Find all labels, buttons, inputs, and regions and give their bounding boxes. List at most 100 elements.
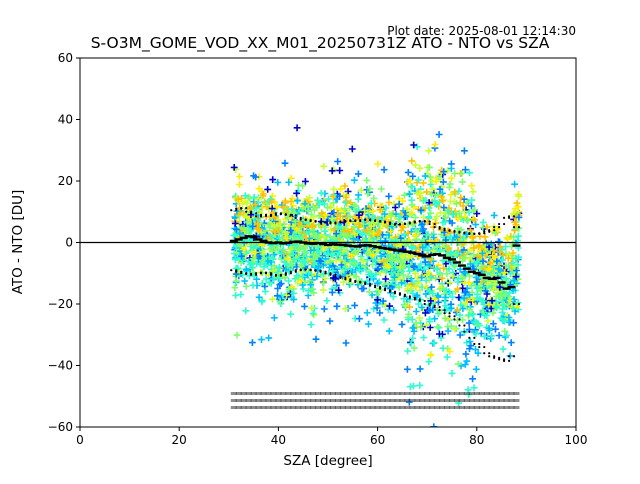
data-point [320,162,328,170]
upper-percentile-marker [334,221,337,224]
data-point [275,263,283,271]
data-point [233,226,240,233]
bin-count-glyph [414,406,421,409]
data-point [441,290,448,298]
data-point [469,188,477,196]
lower-percentile-marker [478,342,481,346]
data-point [275,226,282,234]
data-point [459,305,467,313]
data-point [504,235,512,243]
bin-count-glyph [235,406,242,409]
data-point [241,277,249,285]
data-point [332,230,340,238]
data-point [499,345,507,353]
data-point [410,219,418,227]
data-point [500,317,508,325]
data-point [366,185,374,193]
data-point [328,167,336,175]
data-point [395,200,403,208]
bin-count-glyph [434,399,441,402]
data-point [286,245,294,253]
bin-count-glyph [439,406,446,409]
median-marker [249,235,258,239]
upper-percentile-marker [448,229,451,232]
bin-count-glyph [310,406,317,409]
upper-percentile-marker [453,230,456,233]
data-point [465,319,473,327]
data-point [388,269,396,277]
data-point [320,305,328,313]
data-point [258,204,266,212]
data-point [425,269,433,276]
data-point [269,247,276,255]
data-point [491,254,499,261]
x-tick-label: 80 [469,433,484,447]
data-point [365,320,372,328]
data-point [315,201,323,208]
lower-percentile-marker [349,278,352,281]
upper-percentile-marker [458,231,461,234]
data-point [471,206,478,214]
data-point [436,270,444,278]
data-point [370,305,378,313]
bin-count-glyph [439,399,446,402]
data-point [454,360,462,368]
data-point [446,180,454,188]
upper-percentile-marker [364,218,367,221]
data-point [287,174,295,182]
data-point [461,254,469,262]
data-point [288,206,296,213]
lower-percentile-marker [274,274,277,277]
data-point [405,310,413,318]
bin-count-glyph [493,392,500,395]
data-point [397,234,405,242]
data-point [381,301,389,309]
data-point [426,324,434,331]
lower-percentile-marker [413,298,416,301]
bin-count-glyph [449,406,455,409]
y-axis-label: ATO - NTO [DU] [10,189,26,295]
data-point [374,296,381,304]
bin-count-glyph [374,399,381,402]
data-point [391,273,398,281]
data-point [443,270,451,278]
upper-percentile-marker [517,226,521,229]
data-point [270,262,278,270]
data-point [449,293,456,301]
data-point [284,255,292,263]
lower-percentile-marker [279,273,282,276]
median-marker [368,244,377,248]
bin-count-glyph [344,392,351,395]
bin-count-glyph [240,392,247,395]
data-point [384,280,392,288]
data-point [473,278,481,286]
data-point [321,211,329,219]
data-point [510,296,518,303]
upper-percentile-marker [269,213,273,216]
data-point [305,269,313,277]
bin-count-glyph [255,392,262,395]
bin-count-glyph [493,406,500,409]
data-point [250,215,258,223]
data-point [436,240,443,248]
data-point [448,174,455,182]
data-point [374,279,381,287]
upper-percentile-marker [403,222,406,225]
data-point [501,327,509,335]
data-point [287,310,295,318]
data-point [446,279,454,287]
data-point [442,213,449,221]
data-point [505,314,513,321]
bin-count-glyph [379,399,386,402]
lower-percentile-marker [408,296,411,299]
lower-percentile-marker [378,287,382,290]
bin-count-glyph [513,399,520,402]
data-point [342,339,350,347]
data-point [425,204,433,212]
data-point [398,223,406,230]
data-point [289,250,297,258]
bin-count-glyph [305,392,312,395]
data-point [431,141,439,148]
lower-percentile-marker [349,279,352,283]
